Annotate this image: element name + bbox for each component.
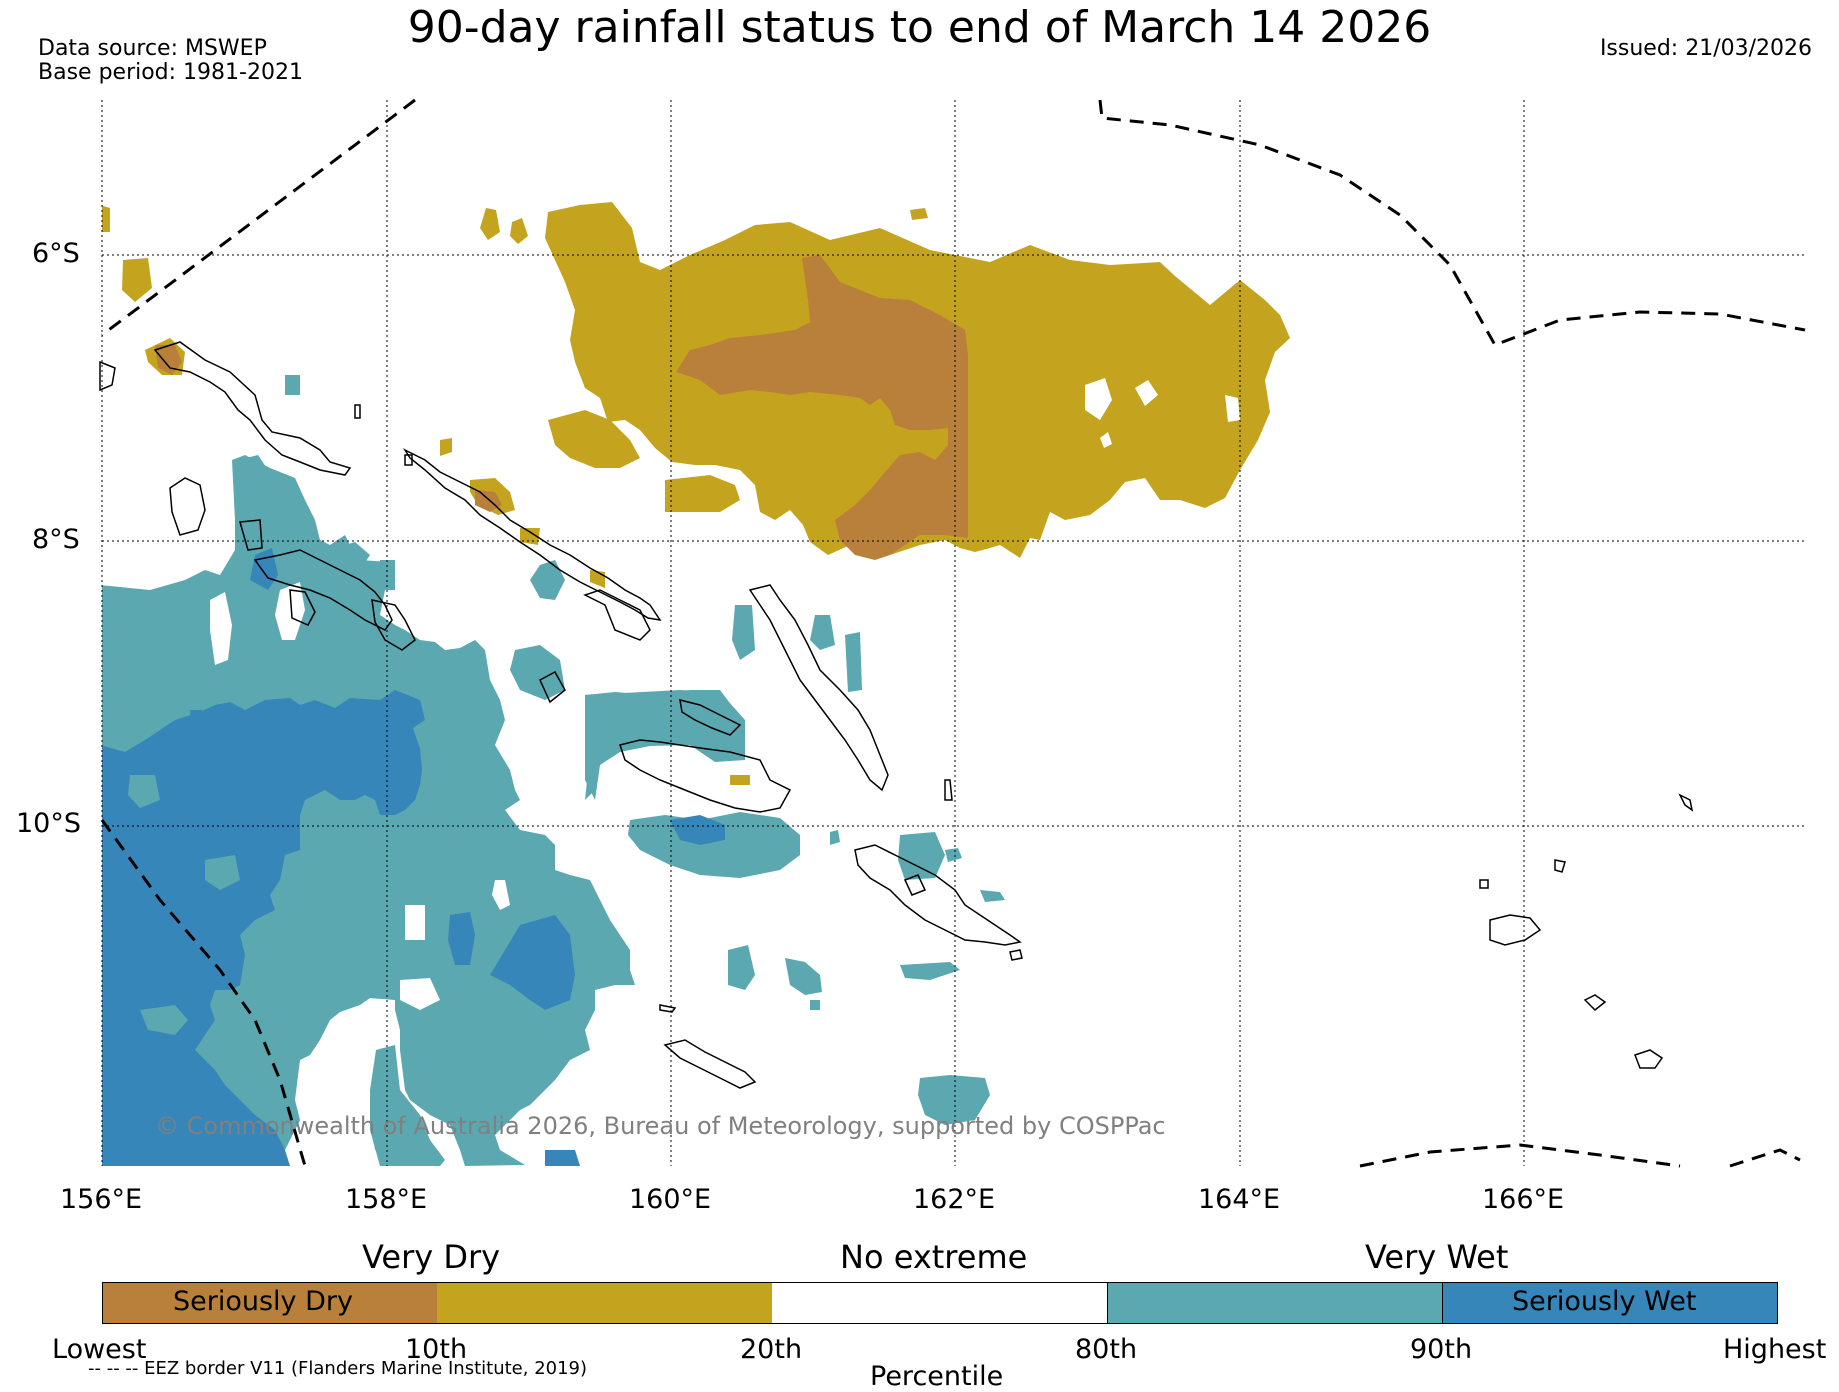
tick-90th: 90th [1410, 1334, 1473, 1365]
seriously-wet-label: Seriously Wet [1512, 1286, 1697, 1317]
lat-label-6s: 6°S [32, 238, 80, 269]
lon-label-162e: 162°E [913, 1184, 996, 1215]
eez-note: -- -- -- EEZ border V11 (Flanders Marine… [88, 1358, 588, 1379]
colorbar-very-wet [1107, 1282, 1443, 1324]
seriously-wet-region [102, 690, 422, 1166]
lon-label-158e: 158°E [345, 1184, 428, 1215]
graticule [101, 100, 1805, 1166]
lat-label-10s: 10°S [16, 808, 81, 839]
lon-label-164e: 164°E [1198, 1184, 1281, 1215]
colorbar-no-extreme [772, 1282, 1108, 1324]
legend-very-dry: Very Dry [362, 1238, 501, 1276]
tick-10th: 10th [405, 1334, 468, 1365]
copyright-notice: © Commonwealth of Australia 2026, Bureau… [155, 1112, 1166, 1140]
lon-label-166e: 166°E [1482, 1184, 1565, 1215]
colorbar-very-dry [437, 1282, 773, 1324]
map-title: 90-day rainfall status to end of March 1… [407, 2, 1432, 53]
seriously-dry-label: Seriously Dry [173, 1286, 353, 1317]
tick-lowest: Lowest [52, 1334, 147, 1365]
colorbar-seriously-wet [1442, 1282, 1778, 1324]
lon-label-160e: 160°E [629, 1184, 712, 1215]
legend-no-extreme: No extreme [840, 1238, 1028, 1276]
legend-very-wet: Very Wet [1365, 1238, 1509, 1276]
tick-80th: 80th [1075, 1334, 1138, 1365]
issued-date: Issued: 21/03/2026 [1599, 36, 1812, 61]
very-wet-region [102, 455, 635, 1166]
seriously-dry-region [676, 255, 968, 560]
tick-highest: Highest [1723, 1334, 1827, 1365]
percentile-axis-label: Percentile [870, 1361, 1004, 1392]
coastlines [99, 341, 1694, 1089]
lon-label-156e: 156°E [60, 1184, 143, 1215]
base-period-label: Base period: 1981-2021 [38, 60, 303, 85]
data-source-label: Data source: MSWEP [38, 36, 267, 61]
eez-border [100, 98, 1806, 1168]
lat-label-8s: 8°S [32, 524, 80, 555]
tick-20th: 20th [740, 1334, 803, 1365]
